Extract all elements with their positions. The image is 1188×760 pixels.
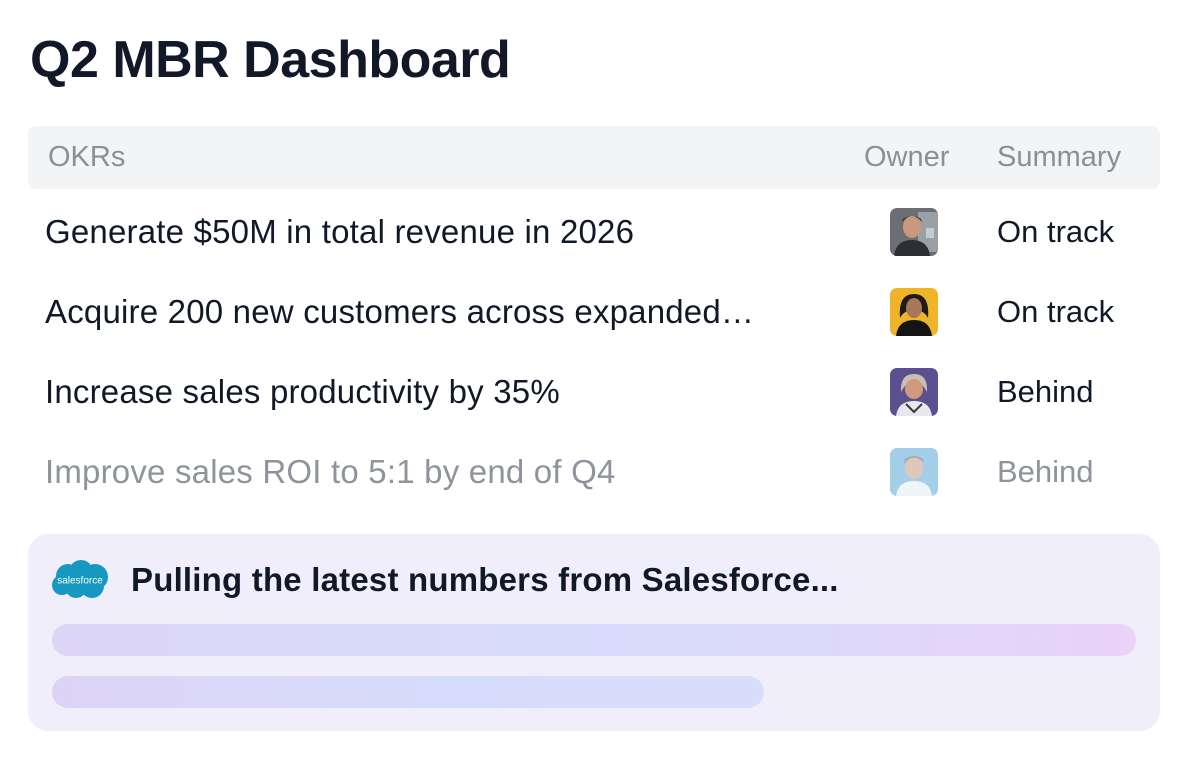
okr-title[interactable]: Improve sales ROI to 5:1 by end of Q4 xyxy=(45,453,616,490)
loading-message: Pulling the latest numbers from Salesfor… xyxy=(131,561,839,598)
table-header: OKRs Owner Summary xyxy=(28,126,1160,189)
loading-skeleton-bar xyxy=(52,624,1136,656)
owner-avatar[interactable] xyxy=(890,288,938,336)
avatar-woman-purple-bg-icon xyxy=(890,368,938,416)
status-summary: On track xyxy=(997,294,1115,329)
salesforce-logo-text: salesforce xyxy=(57,576,103,587)
salesforce-logo: salesforce xyxy=(50,558,110,600)
status-summary: On track xyxy=(997,214,1115,249)
owner-avatar[interactable] xyxy=(890,208,938,256)
okr-title[interactable]: Generate $50M in total revenue in 2026 xyxy=(45,213,635,250)
salesforce-cloud-icon: salesforce xyxy=(52,560,108,598)
table-row[interactable]: Increase sales productivity by 35% Behin… xyxy=(28,352,1160,432)
okr-title[interactable]: Acquire 200 new customers across expande… xyxy=(45,293,755,330)
owner-avatar[interactable] xyxy=(890,448,938,496)
table-row[interactable]: Acquire 200 new customers across expande… xyxy=(28,272,1160,352)
avatar-woman-yellow-bg-icon xyxy=(890,288,938,336)
avatar-man-dark-shirt-icon xyxy=(890,208,938,256)
page-title: Q2 MBR Dashboard xyxy=(30,31,511,89)
status-summary: Behind xyxy=(997,454,1094,489)
column-header-okrs[interactable]: OKRs xyxy=(48,141,126,173)
salesforce-loading-panel: salesforce Pulling the latest numbers fr… xyxy=(28,534,1160,731)
loading-skeleton-bar xyxy=(52,676,764,708)
table-row[interactable]: Improve sales ROI to 5:1 by end of Q4 Be… xyxy=(28,432,1160,512)
status-summary: Behind xyxy=(997,374,1094,409)
column-header-owner[interactable]: Owner xyxy=(864,141,950,173)
avatar-man-blue-bg-icon xyxy=(890,448,938,496)
okr-title[interactable]: Increase sales productivity by 35% xyxy=(45,373,560,410)
column-header-summary[interactable]: Summary xyxy=(997,141,1122,173)
table-row[interactable]: Generate $50M in total revenue in 2026 O… xyxy=(28,192,1160,272)
owner-avatar[interactable] xyxy=(890,368,938,416)
